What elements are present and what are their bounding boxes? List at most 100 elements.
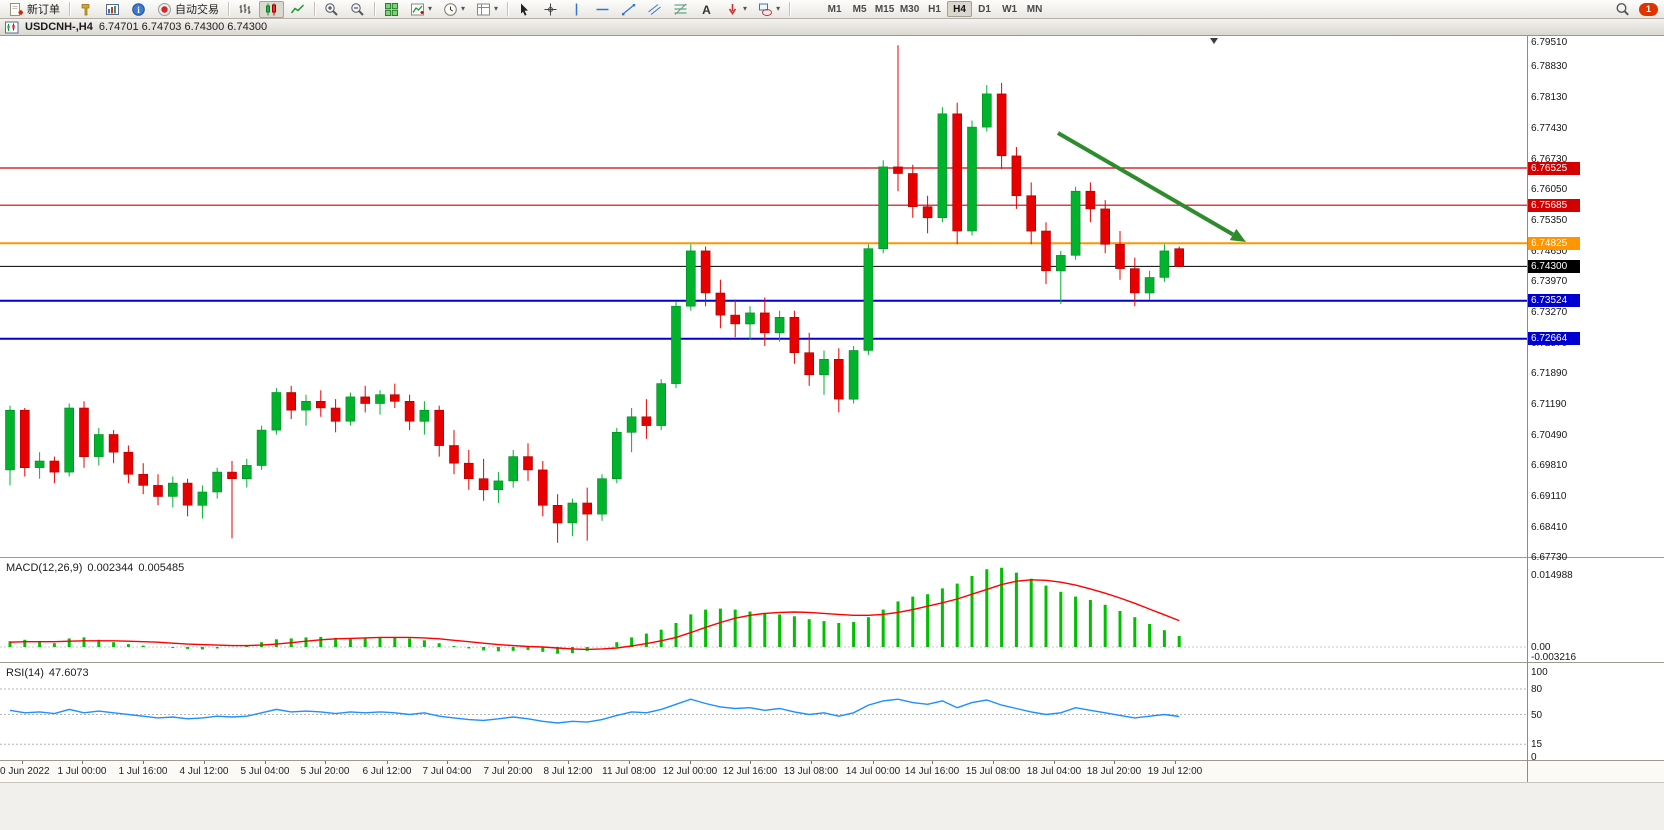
time-axis-label: 7 Jul 04:00 <box>422 766 472 777</box>
price-axis-tick: 6.76050 <box>1531 184 1568 196</box>
indicators-icon <box>411 3 424 15</box>
indicators-button[interactable]: ▾ <box>405 1 437 18</box>
trendline-tool-button[interactable] <box>616 1 641 18</box>
timeframe-button-w1[interactable]: W1 <box>997 1 1022 17</box>
horizontal-line-tool-button[interactable] <box>590 1 615 18</box>
chevron-down-icon: ▾ <box>461 4 466 13</box>
price-axis-tick: 6.75350 <box>1531 214 1568 226</box>
time-axis-label: 6 Jul 12:00 <box>362 766 412 777</box>
vertical-line-icon <box>575 3 578 15</box>
time-axis-label: 14 Jul 00:00 <box>845 766 901 777</box>
info-icon: i <box>132 2 145 16</box>
svg-text:i: i <box>137 5 140 15</box>
clock-icon <box>444 2 457 16</box>
time-axis-label: 30 Jun 2022 <box>0 766 50 777</box>
rsi-axis-tick: 15 <box>1531 739 1543 750</box>
zoom-in-button[interactable] <box>319 1 344 18</box>
macd-panel-chart[interactable] <box>0 558 1664 662</box>
time-axis-label: 11 Jul 08:00 <box>602 766 656 777</box>
price-axis-tick: 6.67730 <box>1531 552 1568 563</box>
search-button[interactable] <box>1610 1 1635 18</box>
time-axis-tick <box>629 761 630 764</box>
price-level-badge: 6.76525 <box>1528 162 1580 175</box>
time-axis-tick <box>690 761 691 764</box>
time-axis-label: 13 Jul 08:00 <box>783 766 839 777</box>
timeframe-button-h4[interactable]: H4 <box>947 1 973 17</box>
time-axis-label: 1 Jul 16:00 <box>118 766 168 777</box>
time-axis-label: 14 Jul 16:00 <box>904 766 960 777</box>
price-level-badge: 6.74300 <box>1528 260 1580 273</box>
chart-shift-marker[interactable] <box>1210 38 1218 44</box>
price-axis-tick: 6.70490 <box>1531 429 1568 441</box>
chart-window-icon <box>5 21 19 33</box>
panel-separator <box>0 760 1664 761</box>
time-axis[interactable]: 30 Jun 2022 1 Jul 00:00 1 Jul 16:00 4 Jul 1… <box>0 761 1664 782</box>
toolbar-separator <box>507 2 509 16</box>
templates-button[interactable]: ▾ <box>471 1 503 18</box>
time-axis-label: 18 Jul 20:00 <box>1086 766 1142 777</box>
time-axis-tick <box>1054 761 1055 764</box>
time-axis-tick <box>1175 761 1176 764</box>
rsi-axis-tick: 50 <box>1531 710 1543 721</box>
new-order-button[interactable]: 新订单 <box>4 1 65 18</box>
cursor-tool-button[interactable] <box>512 1 537 18</box>
time-axis-tick <box>811 761 812 764</box>
axis-separator <box>1527 36 1528 782</box>
text-tool-button[interactable]: A <box>694 1 719 18</box>
timeframe-button-m15[interactable]: M15 <box>872 1 897 17</box>
candlestick-mode-button[interactable] <box>259 0 284 18</box>
shapes-tool-button[interactable]: ▾ <box>753 1 785 18</box>
panel-separator[interactable] <box>0 557 1664 558</box>
chart-region: MACD(12,26,9) 0.002344 0.005485 RSI(14) 47.… <box>0 36 1664 782</box>
price-level-badge: 6.74825 <box>1528 237 1580 250</box>
tile-windows-icon <box>385 2 398 16</box>
macd-axis-tick: 0.014988 <box>1531 570 1573 581</box>
info-button[interactable]: i <box>126 1 151 18</box>
auto-trading-button[interactable]: 自动交易 <box>152 1 224 18</box>
macd-axis-tick: 0.00 <box>1531 642 1551 653</box>
time-axis-tick <box>387 761 388 764</box>
chart-titlebar: USDCNH-,H4 6.74701 6.74703 6.74300 6.743… <box>0 19 1664 36</box>
timeframe-group: M1 M5 M15 M30 H1 H4 D1 W1 MN <box>822 1 1047 17</box>
arrow-marker-icon <box>728 3 737 15</box>
rsi-name: RSI(14) <box>6 667 44 679</box>
new-order-icon <box>10 2 23 16</box>
vertical-line-tool-button[interactable] <box>564 1 589 18</box>
price-axis-tick: 6.71890 <box>1531 368 1568 379</box>
time-axis-label: 12 Jul 00:00 <box>662 766 718 777</box>
notification-badge[interactable]: 1 <box>1639 2 1658 16</box>
timeframe-button-h1[interactable]: H1 <box>922 1 947 17</box>
time-axis-label: 19 Jul 12:00 <box>1147 766 1203 777</box>
timeframe-button-mn[interactable]: MN <box>1022 1 1047 17</box>
crosshair-tool-button[interactable] <box>538 1 563 18</box>
price-axis-tick: 6.79510 <box>1531 37 1568 48</box>
candlestick-icon <box>266 3 276 15</box>
trendline-icon <box>622 3 636 15</box>
rsi-axis-tick: 80 <box>1531 684 1543 695</box>
line-chart-mode-button[interactable] <box>285 1 310 18</box>
time-axis-label: 8 Jul 12:00 <box>543 766 593 777</box>
new-order-label: 新订单 <box>27 4 60 16</box>
rsi-axis-tick: 0 <box>1531 752 1537 763</box>
tile-windows-button[interactable] <box>379 1 404 18</box>
channel-tool-button[interactable] <box>642 1 667 18</box>
price-chart[interactable] <box>0 36 1664 557</box>
market-watch-button[interactable] <box>100 1 125 18</box>
timeframe-button-m1[interactable]: M1 <box>822 1 847 17</box>
fibonacci-tool-button[interactable] <box>668 1 693 18</box>
zoom-out-button[interactable] <box>345 1 370 18</box>
toolbar-separator <box>228 2 229 16</box>
modify-order-button[interactable] <box>74 1 99 18</box>
cursor-icon <box>521 3 529 16</box>
timeframe-button-m30[interactable]: M30 <box>897 1 922 17</box>
panel-separator[interactable] <box>0 662 1664 663</box>
arrows-tool-button[interactable]: ▾ <box>720 1 752 18</box>
autotrade-status-icon <box>158 2 171 16</box>
timeframe-button-d1[interactable]: D1 <box>972 1 997 17</box>
timeframe-button-m5[interactable]: M5 <box>847 1 872 17</box>
periods-button[interactable]: ▾ <box>438 1 470 18</box>
bar-chart-mode-button[interactable] <box>233 1 258 18</box>
rsi-panel-chart[interactable] <box>0 663 1664 760</box>
time-axis-tick <box>325 761 326 764</box>
